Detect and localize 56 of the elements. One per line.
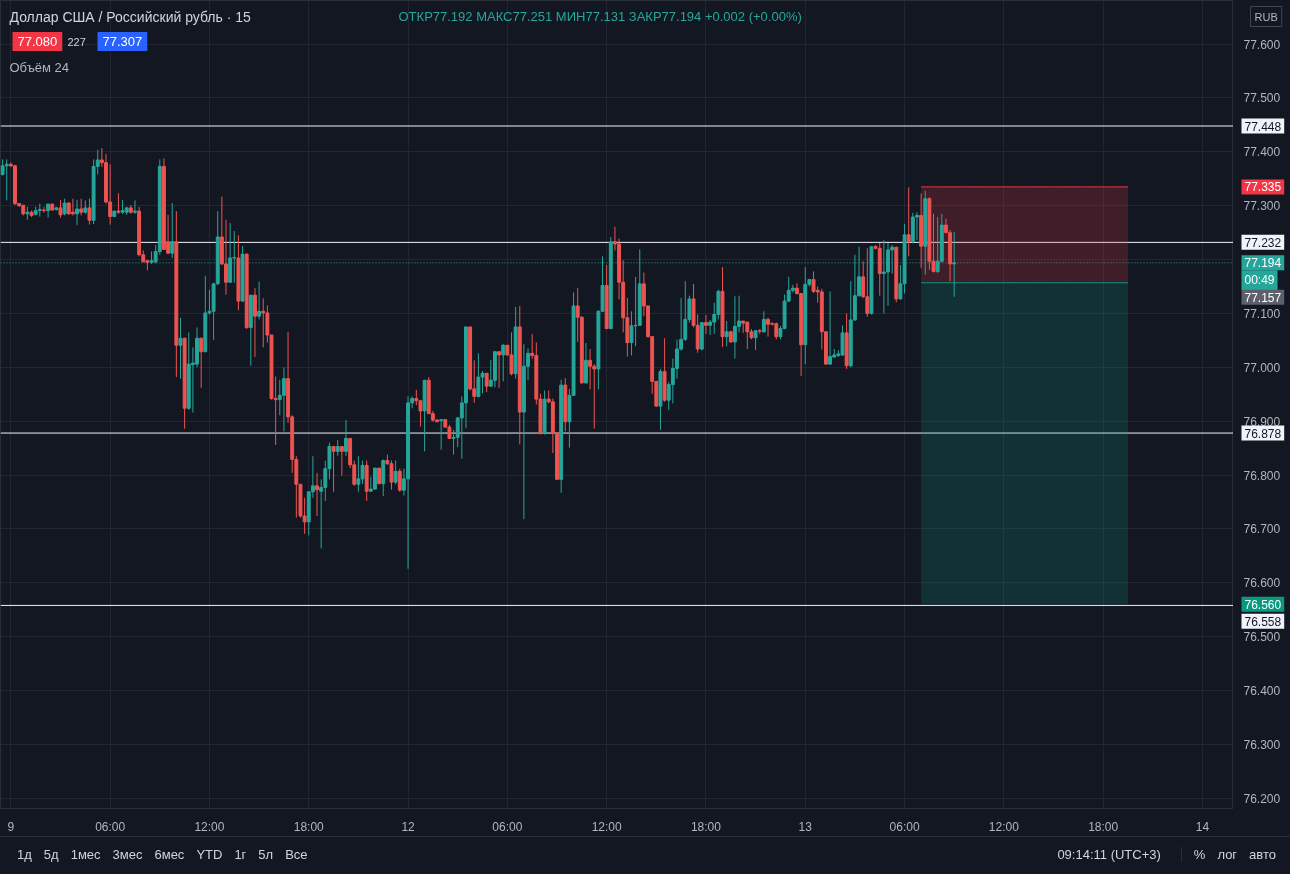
text: YTD [196, 847, 223, 863]
y-tick-label: 77.000 [1243, 360, 1281, 375]
text: ОТКР77.192 МАКС77.251 МИН77.131 ЗАКР77.194 +0.002 (+0.00%) [398, 9, 802, 24]
text: авто [1249, 847, 1276, 863]
ref-line-label: 76.558 [1244, 614, 1282, 629]
y-tick-label: 77.600 [1243, 37, 1281, 52]
text: 1г [234, 847, 247, 863]
y-tick-label: 76.900 [1243, 414, 1281, 429]
text: 1мес [70, 847, 101, 863]
y-tick-label: 76.200 [1243, 791, 1281, 806]
y-tick-label: 77.100 [1243, 306, 1281, 321]
text: 09:14:11 (UTC+3) [1057, 847, 1161, 863]
x-tick-label: 18:00 [690, 819, 722, 834]
ref-line-label: 76.878 [1244, 426, 1282, 441]
annotation: 227 [67, 35, 86, 48]
x-tick-label: 06:00 [492, 819, 523, 834]
text: лог [1217, 847, 1238, 863]
y-tick-label: 76.500 [1243, 630, 1281, 645]
ref-line-label: 77.194 [1244, 256, 1282, 271]
ref-line-label: 77.448 [1244, 119, 1282, 134]
y-tick-label: 76.400 [1243, 684, 1281, 699]
text: 00:49 [1244, 273, 1275, 288]
text: % [1180, 847, 1206, 863]
text: 77.335 [1244, 180, 1282, 195]
text: 1д [17, 847, 32, 863]
text: 5л [258, 847, 274, 863]
x-tick-label: 14 [1195, 819, 1210, 834]
y-tick-label: 76.600 [1243, 576, 1281, 591]
y-tick-label: 77.500 [1243, 91, 1281, 106]
text: 76.560 [1244, 597, 1282, 612]
annotation: Объём 24 [9, 60, 69, 75]
x-tick-label: 12 [401, 819, 416, 834]
text: 77.157 [1244, 290, 1282, 305]
y-tick-label: 76.300 [1243, 737, 1281, 752]
y-tick-label: 77.300 [1243, 199, 1281, 214]
text: 3мес [112, 847, 143, 863]
x-tick-label: 18:00 [293, 819, 325, 834]
text: 5д [43, 847, 59, 863]
y-tick-label: 76.700 [1243, 522, 1281, 537]
x-tick-label: 12:00 [194, 819, 225, 834]
x-tick-label: 18:00 [1088, 819, 1119, 834]
ref-line-label: 77.232 [1244, 235, 1282, 250]
x-tick-label: 13 [798, 819, 813, 834]
y-axis-title: RUB [1254, 10, 1278, 23]
x-tick-label: 12:00 [988, 819, 1020, 834]
y-tick-label: 77.400 [1243, 145, 1281, 160]
x-tick-label: 06:00 [95, 819, 126, 834]
x-tick-label: 9 [7, 819, 15, 834]
y-tick-label: 76.800 [1243, 468, 1281, 483]
text: Все [285, 847, 308, 863]
annotation: 77.080 [17, 34, 58, 49]
x-tick-label: 06:00 [889, 819, 920, 834]
text: Доллар США / Российский рубль · 15 [9, 8, 252, 25]
annotation: 77.307 [102, 34, 143, 49]
x-tick-label: 12:00 [591, 819, 622, 834]
text: 6мес [154, 847, 185, 863]
